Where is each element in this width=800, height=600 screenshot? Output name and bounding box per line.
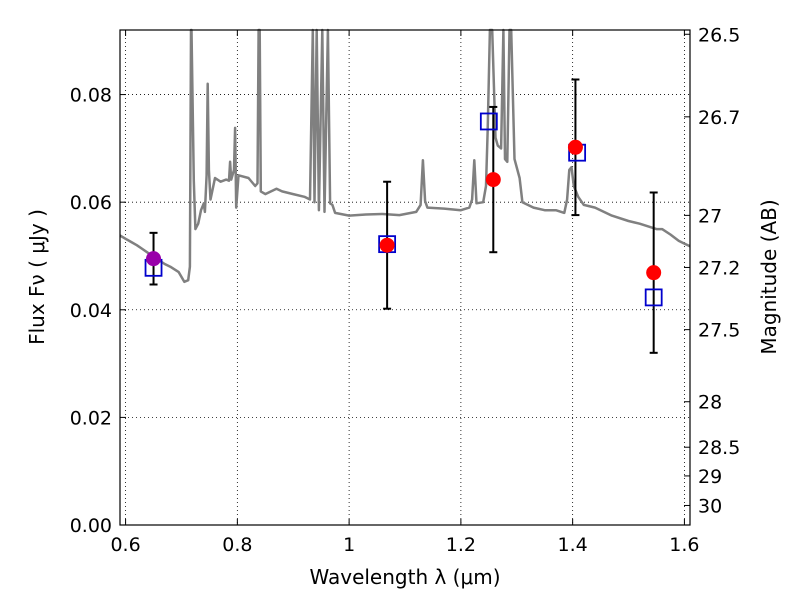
- x-tick-label-2: 1: [343, 534, 355, 556]
- observed-point-4: [646, 265, 662, 281]
- ticks: 0.6 0.8 1 1.2 1.4 1.6 0.00 0.02 0.04 0.06 0.08 26.5…: [70, 24, 741, 556]
- mag-tick-label-8: 30: [698, 495, 722, 517]
- mag-tick-label-1: 26.7: [698, 107, 740, 129]
- mag-tick-label-2: 27: [698, 205, 722, 227]
- y-tick-label-3: 0.06: [70, 192, 112, 214]
- mag-tick-label-0: 26.5: [698, 24, 740, 46]
- observed-point-2: [485, 172, 501, 188]
- y-axis-label: Flux Fν ( μJy ): [25, 209, 49, 345]
- x-tick-label-5: 1.6: [669, 534, 699, 556]
- y-tick-label-2: 0.04: [70, 300, 112, 322]
- model-point-4: [644, 288, 663, 307]
- mag-tick-label-5: 28: [698, 392, 722, 414]
- plot-background: [120, 30, 690, 525]
- x-axis-label: Wavelength λ (μm): [309, 565, 500, 589]
- plot-frame: [119, 29, 691, 526]
- observed-point-1: [379, 237, 395, 253]
- observed-point-0: [146, 251, 162, 267]
- x-tick-label-0: 0.6: [110, 534, 140, 556]
- model-point-2: [479, 112, 498, 131]
- mag-tick-label-7: 29: [698, 466, 722, 488]
- observed-point-3: [567, 139, 583, 155]
- x-tick-label-4: 1.4: [558, 534, 588, 556]
- mag-tick-label-4: 27.5: [698, 320, 740, 342]
- y-tick-label-1: 0.02: [70, 407, 112, 429]
- y2-axis-label: Magnitude (AB): [757, 199, 781, 354]
- x-tick-label-3: 1.2: [446, 534, 476, 556]
- mag-tick-label-6: 28.5: [698, 437, 740, 459]
- x-tick-label-1: 0.8: [222, 534, 252, 556]
- y-tick-label-4: 0.08: [70, 85, 112, 107]
- observed-photometry-layer: [146, 139, 662, 281]
- y-tick-label-0: 0.00: [70, 515, 112, 537]
- mag-tick-label-3: 27.2: [698, 257, 740, 279]
